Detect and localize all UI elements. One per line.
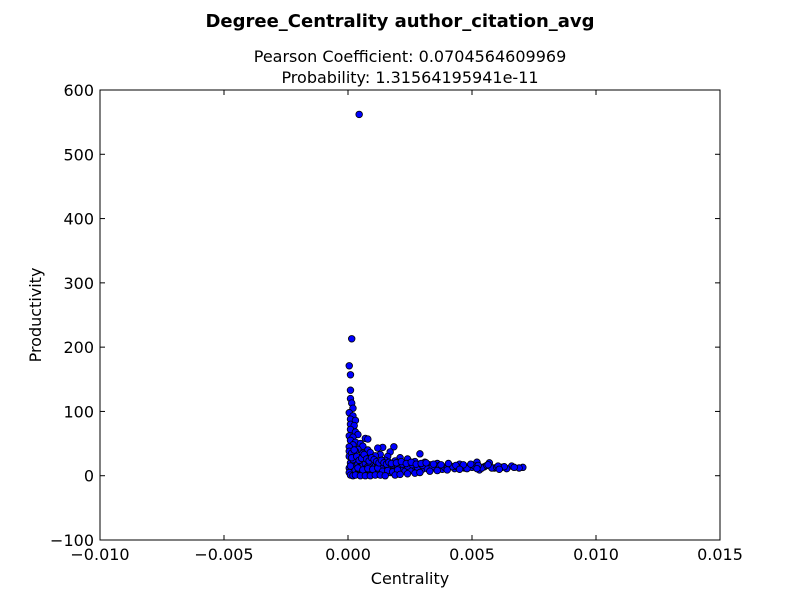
x-tick-label: −0.005 — [194, 545, 253, 564]
x-tick-label: 0.010 — [573, 545, 619, 564]
scatter-point — [433, 466, 441, 475]
y-tick-label: 100 — [63, 402, 94, 421]
scatter-point — [495, 465, 503, 473]
chart-subtitle-probability: Probability: 1.31564195941e-11 — [281, 68, 538, 87]
scatter-point — [455, 465, 464, 473]
scatter-point — [429, 460, 438, 468]
scatter-point — [510, 463, 518, 472]
scatter-point — [396, 470, 404, 479]
y-tick-label: 600 — [63, 81, 94, 100]
scatter-point — [348, 335, 356, 343]
scatter-point — [346, 462, 355, 470]
scatter-point — [467, 460, 475, 468]
y-tick-label: 500 — [63, 145, 94, 164]
scatter-point — [437, 461, 445, 469]
scatter-point — [422, 459, 430, 467]
y-tick-label: 300 — [63, 274, 94, 293]
scatter-point — [416, 468, 424, 477]
data-points — [345, 110, 527, 480]
x-tick-label: 0.015 — [697, 545, 743, 564]
scatter-point — [426, 467, 434, 475]
scatter-point — [345, 362, 353, 370]
scatter-point — [473, 464, 481, 473]
x-axis-label: Centrality — [371, 569, 449, 588]
y-axis-label: Productivity — [26, 268, 45, 363]
scatter-point — [350, 446, 358, 454]
scatter-point — [374, 444, 382, 452]
scatter-point — [346, 371, 355, 379]
scatter-point — [381, 472, 389, 480]
scatter-point — [484, 461, 492, 469]
scatter-point — [416, 450, 424, 458]
scatter-point — [444, 459, 453, 468]
y-tick-label: −100 — [50, 531, 94, 550]
chart-subtitle-pearson: Pearson Coefficient: 0.0704564609969 — [254, 47, 567, 66]
scatter-point — [443, 466, 451, 474]
plot-frame — [99, 89, 721, 541]
x-tick-label: 0.005 — [449, 545, 495, 564]
x-tick-label: −0.010 — [70, 545, 129, 564]
scatter-point — [390, 443, 398, 451]
scatter-point — [355, 110, 363, 119]
scatter-point — [364, 435, 372, 443]
y-tick-label: 0 — [84, 467, 94, 486]
axis-ticks: −0.010 −0.005 0.000 0.005 0.010 0.015 −100 0 100… — [50, 81, 743, 564]
scatter-point — [346, 386, 355, 394]
y-tick-label: 400 — [63, 210, 94, 229]
scatter-point — [403, 470, 412, 478]
x-tick-label: 0.000 — [325, 545, 371, 564]
y-tick-label: 200 — [63, 338, 94, 357]
chart-title: Degree_Centrality author_citation_avg — [205, 11, 594, 32]
